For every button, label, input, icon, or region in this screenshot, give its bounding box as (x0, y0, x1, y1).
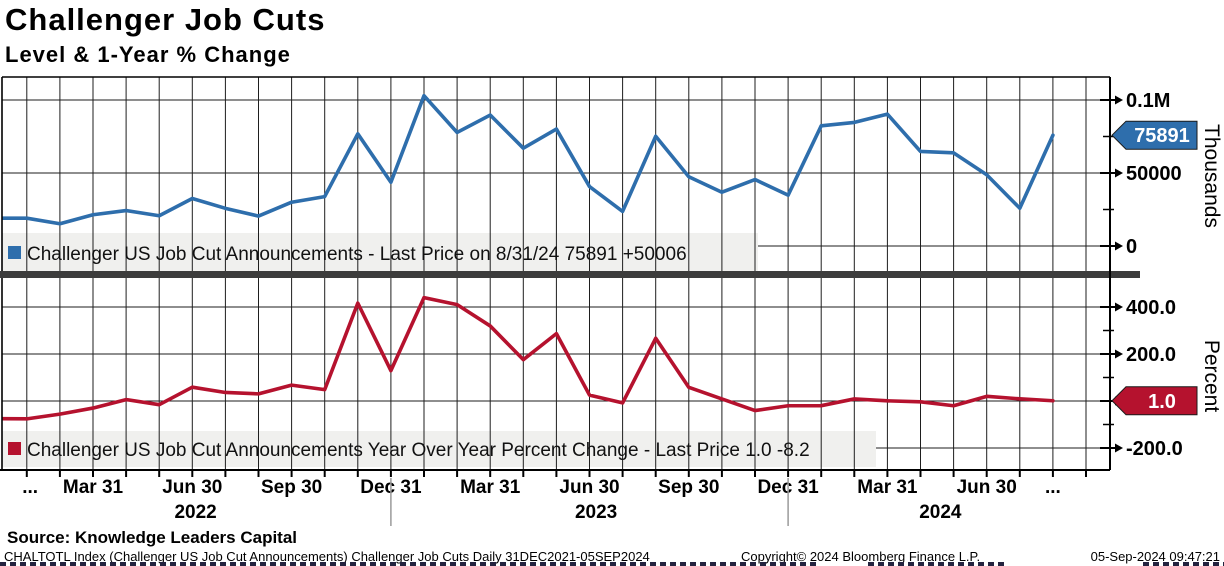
year-label: 2022 (174, 502, 216, 523)
legend-box-bottom (2, 431, 876, 467)
page-title: Challenger Job Cuts (5, 2, 326, 37)
year-label: 2024 (919, 502, 962, 523)
y-tick-arrow (1115, 302, 1123, 312)
level-legend-label: Challenger US Job Cut Announcements - La… (27, 244, 687, 265)
legend-box-top (2, 233, 758, 271)
timestamp: 05-Sep-2024 09:47:21 (1090, 549, 1220, 564)
level-last-price-tag (1111, 120, 1198, 150)
y-tick-arrow (1115, 443, 1123, 453)
x-tick-label: Jun 30 (559, 477, 619, 498)
clipped-text-strip (0, 562, 818, 566)
y-tick-arrow (1115, 241, 1123, 251)
x-tick-label: Mar 31 (857, 477, 918, 498)
clipped-text-strip (1143, 562, 1224, 566)
panel-separator (0, 271, 1140, 278)
level-legend-swatch (8, 246, 21, 259)
y-tick-label: 200.0 (1126, 344, 1176, 366)
yoy-series-line (2, 295, 1055, 421)
x-tick-label: Mar 31 (63, 477, 124, 498)
chart-subtitle: Level & 1-Year % Change (5, 42, 291, 67)
level-series-line (2, 93, 1055, 226)
yoy-legend-swatch (8, 442, 21, 455)
year-label: 2023 (575, 502, 617, 523)
last-price-tag-label: 75891 (1134, 125, 1190, 147)
copyright-notice: Copyright© 2024 Bloomberg Finance L.P. (741, 549, 981, 564)
y-tick-label: -200.0 (1126, 438, 1183, 460)
x-tick-label: Jun 30 (957, 477, 1017, 498)
x-tick-label: ... (22, 477, 38, 498)
yoy-legend-label: Challenger US Job Cut Announcements Year… (27, 440, 810, 461)
chart-description: CHALTOTL Index (Challenger US Job Cut An… (4, 549, 650, 564)
source-label: Source: Knowledge Leaders Capital (7, 528, 298, 547)
x-tick-label: Sep 30 (658, 477, 719, 498)
y-tick-label: 0 (1126, 236, 1137, 258)
last-price-tag-label: 1.0 (1148, 391, 1176, 413)
x-tick-label: ... (1045, 477, 1061, 498)
y-tick-arrow (1115, 95, 1123, 105)
yoy-last-price-tag (1111, 386, 1198, 416)
y-tick-label: 0.1M (1126, 90, 1170, 112)
y-axis-title-thousands: Thousands (1200, 124, 1223, 228)
y-tick-arrow (1115, 168, 1123, 178)
y-tick-arrow (1115, 349, 1123, 359)
y-tick-label: 50000 (1126, 163, 1182, 185)
y-tick-label: 400.0 (1126, 297, 1176, 319)
clipped-text-strip (868, 562, 1005, 566)
x-tick-label: Jun 30 (162, 477, 222, 498)
x-tick-label: Mar 31 (460, 477, 521, 498)
y-axis-title-percent: Percent (1200, 340, 1223, 413)
x-tick-label: Sep 30 (261, 477, 322, 498)
